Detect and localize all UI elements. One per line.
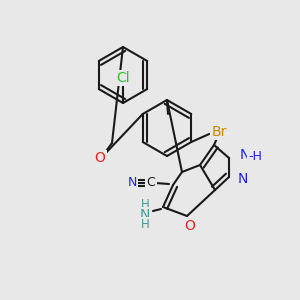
Text: N: N bbox=[140, 208, 150, 222]
Text: C: C bbox=[147, 176, 155, 190]
Text: H: H bbox=[141, 218, 149, 232]
Text: N: N bbox=[238, 172, 248, 186]
Text: N: N bbox=[240, 148, 250, 162]
Text: H: H bbox=[141, 199, 149, 212]
Text: O: O bbox=[184, 219, 195, 233]
Text: O: O bbox=[94, 151, 105, 165]
Text: -H: -H bbox=[248, 151, 262, 164]
Text: Cl: Cl bbox=[116, 71, 130, 85]
Text: N: N bbox=[127, 176, 137, 190]
Text: Br: Br bbox=[212, 125, 227, 139]
